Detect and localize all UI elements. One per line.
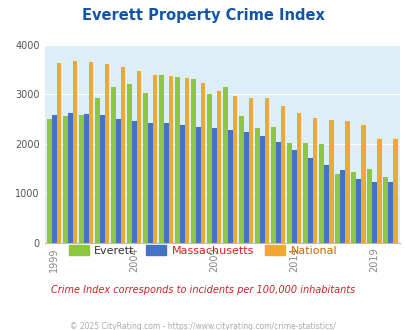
Bar [371,182,376,243]
Bar [303,143,307,243]
Bar [175,77,179,243]
Text: Crime Index corresponds to incidents per 100,000 inhabitants: Crime Index corresponds to incidents per… [51,285,354,295]
Bar [79,115,84,243]
Bar [291,150,296,243]
Bar [382,177,387,243]
Bar [195,127,200,243]
Legend: Everett, Massachusetts, National: Everett, Massachusetts, National [64,241,341,260]
Bar [72,61,77,243]
Bar [143,93,147,243]
Bar [164,123,168,243]
Bar [168,76,173,243]
Bar [376,139,381,243]
Bar [216,91,221,243]
Text: Everett Property Crime Index: Everett Property Crime Index [81,8,324,23]
Bar [222,86,227,243]
Bar [57,63,61,243]
Bar [323,165,328,243]
Bar [47,119,52,243]
Bar [355,179,360,243]
Bar [179,125,184,243]
Bar [68,113,72,243]
Bar [360,125,364,243]
Bar [100,115,104,243]
Bar [318,144,323,243]
Bar [95,98,100,243]
Bar [239,116,243,243]
Bar [127,84,132,243]
Bar [200,83,205,243]
Bar [191,79,195,243]
Bar [254,128,259,243]
Bar [387,182,392,243]
Bar [339,170,344,243]
Bar [296,113,301,243]
Bar [63,116,68,243]
Bar [232,96,237,243]
Bar [184,78,189,243]
Bar [312,118,317,243]
Bar [120,67,125,243]
Bar [104,64,109,243]
Bar [152,75,157,243]
Bar [307,158,312,243]
Bar [136,71,141,243]
Bar [52,115,57,243]
Bar [111,86,115,243]
Bar [207,94,211,243]
Bar [132,121,136,243]
Text: © 2025 CityRating.com - https://www.cityrating.com/crime-statistics/: © 2025 CityRating.com - https://www.city… [70,322,335,330]
Bar [328,120,333,243]
Bar [286,143,291,243]
Bar [88,62,93,243]
Bar [334,174,339,243]
Bar [147,123,152,243]
Bar [115,119,120,243]
Bar [350,172,355,243]
Bar [243,132,248,243]
Bar [275,142,280,243]
Bar [227,130,232,243]
Bar [211,128,216,243]
Bar [271,127,275,243]
Bar [248,98,253,243]
Bar [366,169,371,243]
Bar [84,114,88,243]
Bar [280,106,285,243]
Bar [159,75,164,243]
Bar [259,136,264,243]
Bar [344,121,349,243]
Bar [264,98,269,243]
Bar [392,139,396,243]
